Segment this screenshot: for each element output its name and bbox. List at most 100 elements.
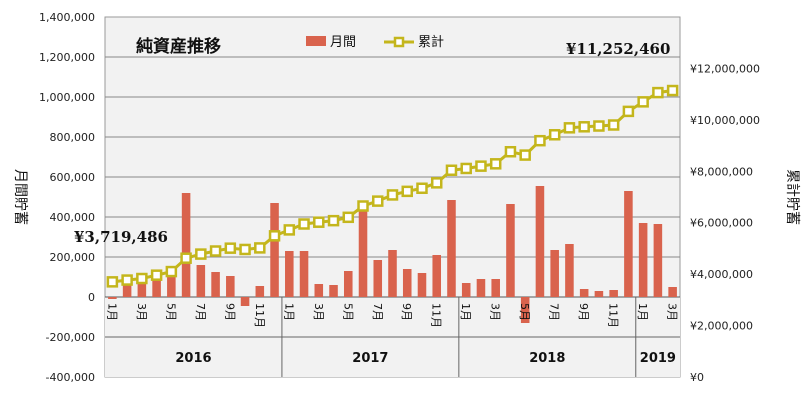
x-axis-band	[105, 296, 680, 377]
bar-monthly	[624, 191, 633, 297]
bar-monthly	[638, 223, 648, 297]
bar-series-monthly	[108, 186, 677, 323]
left-tick-label: 600,000	[50, 171, 96, 184]
marker-cumulative	[430, 177, 443, 189]
marker-cumulative	[239, 243, 251, 256]
bar-monthly	[579, 289, 589, 297]
marker-cumulative	[180, 252, 192, 264]
marker-cumulative	[445, 164, 458, 177]
bar-monthly	[226, 276, 235, 297]
left-tick-label: 800,000	[50, 131, 96, 144]
marker-cumulative	[342, 211, 355, 224]
bar-monthly	[594, 291, 604, 297]
legend-swatch-cumulative-marker	[393, 36, 405, 48]
month-label: 9月	[400, 303, 413, 321]
marker-cumulative	[519, 149, 531, 161]
left-tick-label: 200,000	[50, 251, 96, 264]
month-label: 11月	[253, 303, 266, 328]
legend-swatch-monthly	[306, 36, 326, 46]
chart-title: 純資産推移	[136, 36, 221, 57]
marker-cumulative	[593, 120, 605, 132]
bar-monthly	[152, 271, 161, 297]
left-tick-label: 1,400,000	[39, 11, 95, 24]
left-tick-label: 1,000,000	[39, 91, 95, 104]
bar-monthly	[240, 297, 250, 306]
marker-cumulative	[563, 122, 576, 134]
marker-cumulative	[637, 96, 649, 108]
month-label: 11月	[607, 303, 620, 328]
bar-monthly	[211, 272, 220, 297]
bar-monthly	[476, 279, 486, 297]
marker-cumulative	[460, 162, 472, 175]
right-tick-label: ¥12,000,000	[690, 62, 760, 75]
bar-monthly	[520, 297, 530, 323]
month-label: 1月	[459, 303, 472, 321]
bar-monthly	[550, 250, 559, 297]
month-label: 11月	[430, 303, 443, 328]
marker-cumulative	[475, 160, 487, 172]
marker-cumulative	[534, 134, 546, 147]
left-tick-label: 400,000	[50, 211, 96, 224]
marker-cumulative	[548, 129, 561, 141]
bar-monthly	[653, 224, 663, 297]
bar-monthly	[461, 283, 471, 297]
marker-cumulative	[136, 272, 148, 285]
year-label: 2018	[529, 351, 565, 366]
bar-monthly	[343, 271, 353, 297]
marker-cumulative	[416, 182, 428, 195]
bar-monthly	[137, 284, 147, 297]
marker-cumulative	[224, 242, 237, 254]
marker-cumulative	[489, 158, 502, 170]
left-tick-label: -200,000	[46, 331, 95, 344]
legend: 月間 累計	[306, 34, 444, 50]
bar-monthly	[314, 284, 324, 297]
bar-monthly	[108, 297, 117, 299]
marker-cumulative	[121, 274, 133, 286]
right-tick-label: ¥8,000,000	[690, 165, 753, 178]
month-label: 1月	[636, 303, 649, 321]
month-label: 3月	[666, 303, 679, 321]
month-label: 3月	[312, 303, 325, 321]
bar-monthly	[609, 290, 618, 297]
right-tick-label: ¥2,000,000	[690, 320, 753, 333]
marker-cumulative	[372, 195, 384, 207]
marker-cumulative	[386, 189, 399, 201]
bar-monthly	[491, 279, 500, 297]
bar-monthly	[285, 251, 294, 297]
marker-cumulative	[313, 216, 325, 228]
marker-cumulative	[254, 242, 266, 254]
right-tick-label: ¥6,000,000	[690, 217, 753, 230]
x-axis-labels: 1月 3月 5月 7月 9月 11月 1月 3月 5月 7月 9月 11月 1月 3月 5月 7月 9月 11月 1…	[105, 303, 678, 366]
month-label: 5月	[164, 303, 177, 321]
bar-monthly	[358, 208, 368, 297]
marker-cumulative	[150, 269, 163, 281]
annotation-end-value: ¥11,252,460	[566, 40, 670, 58]
marker-cumulative	[327, 214, 340, 227]
month-label: 7月	[194, 303, 207, 321]
marker-cumulative	[622, 105, 635, 118]
month-label: 5月	[518, 303, 531, 321]
bar-monthly	[506, 204, 515, 297]
left-tick-label: 1,200,000	[39, 51, 95, 64]
year-label: 2017	[352, 351, 388, 366]
bar-monthly	[402, 269, 412, 297]
year-label: 2016	[175, 351, 211, 366]
left-axis-label: 月間貯蓄	[12, 169, 28, 225]
left-axis-ticks: 1,400,000 1,200,000 1,000,000 800,000 600,00…	[39, 11, 95, 384]
month-label: 1月	[105, 303, 118, 321]
legend-label-cumulative: 累計	[418, 34, 444, 50]
bar-monthly	[432, 255, 442, 297]
year-label: 2019	[640, 351, 676, 366]
month-label: 7月	[548, 303, 561, 321]
month-label: 1月	[282, 303, 295, 321]
marker-cumulative	[401, 185, 413, 198]
bar-monthly	[329, 285, 338, 297]
bar-monthly	[196, 265, 206, 297]
marker-cumulative	[652, 86, 664, 99]
annotation-start-value: ¥3,719,486	[74, 228, 168, 246]
right-axis-label: 累計貯蓄	[784, 169, 800, 225]
marker-cumulative	[195, 248, 207, 260]
bar-monthly	[565, 244, 574, 297]
month-label: 9月	[577, 303, 590, 321]
